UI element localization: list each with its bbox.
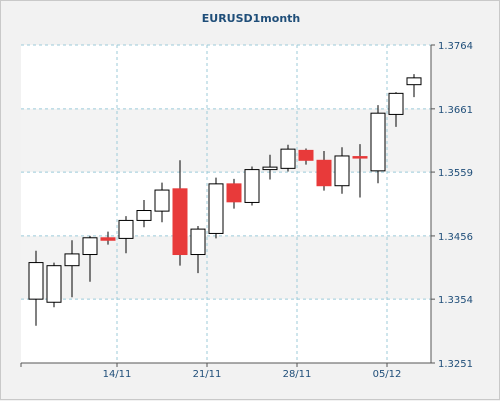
y-tick-labels: 1.3764 1.3661 1.3559 1.3456 1.3354 1.3251	[438, 41, 473, 370]
candle-body-up	[280, 148, 296, 169]
background-band	[21, 108, 431, 173]
candles	[28, 74, 422, 326]
candle-body-up	[370, 112, 386, 172]
y-tick-label: 1.3354	[438, 295, 473, 306]
candle-body-up	[64, 253, 80, 267]
background-bands	[21, 45, 431, 363]
x-tick-labels: 14/11 21/11 28/11 05/12	[103, 369, 402, 380]
chart-title: EURUSD1month	[201, 12, 301, 25]
x-tick-label: 05/12	[373, 369, 402, 380]
candle-body-up	[388, 92, 404, 115]
candle-body-up	[136, 210, 152, 221]
candle-body-down	[298, 149, 314, 161]
candle-body-up	[82, 237, 98, 256]
candle-body-up	[28, 262, 44, 300]
x-tick-label: 28/11	[283, 369, 312, 380]
y-tick-label: 1.3251	[438, 359, 473, 370]
candle-body-up	[46, 265, 62, 303]
candle-body-up	[406, 77, 422, 86]
candle-body-up	[208, 183, 224, 234]
axes	[20, 44, 435, 367]
x-tick-label: 14/11	[103, 369, 132, 380]
candle-body-up	[334, 155, 350, 187]
candle-body-up	[244, 169, 260, 203]
candle-body-up	[262, 166, 278, 171]
candle-body-up	[154, 189, 170, 212]
y-tick-label: 1.3559	[438, 168, 473, 179]
y-tick-label: 1.3661	[438, 105, 473, 116]
candle-body-down	[226, 183, 242, 203]
candle-body-down	[352, 156, 368, 159]
y-tick-label: 1.3764	[438, 41, 473, 52]
candle-body-up	[118, 219, 134, 239]
candle-body-down	[316, 159, 332, 187]
plot-area	[21, 45, 431, 363]
candle-body-up	[190, 228, 206, 256]
y-tick-label: 1.3456	[438, 232, 473, 243]
x-tick-label: 21/11	[193, 369, 222, 380]
candle-body-down	[100, 237, 116, 241]
candle-body-down	[172, 188, 188, 256]
